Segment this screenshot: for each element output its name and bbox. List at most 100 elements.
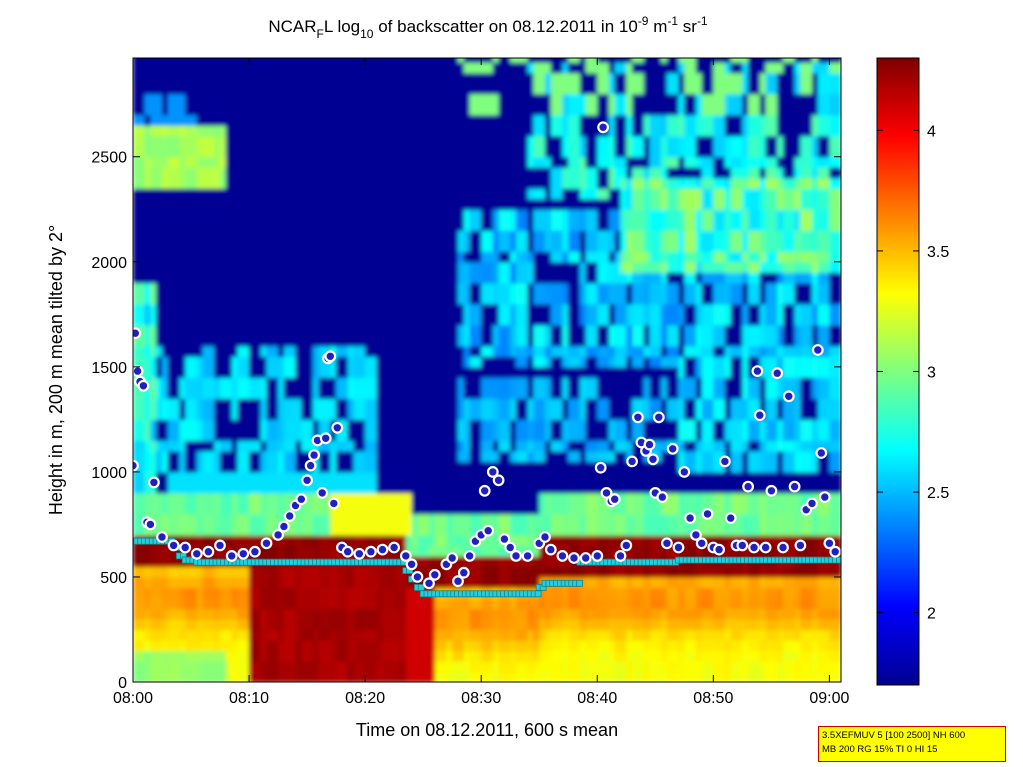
heatmap-cell — [231, 219, 239, 231]
heatmap-cell — [376, 450, 384, 462]
heatmap-cell — [220, 335, 227, 347]
heatmap-cell — [458, 58, 465, 63]
heatmap-cell — [562, 104, 569, 116]
heatmap-cell — [510, 261, 517, 273]
heatmap-cell — [202, 93, 209, 105]
heatmap-cell — [504, 503, 511, 515]
heatmap-cell — [156, 461, 163, 473]
heatmap-cell — [591, 125, 598, 137]
heatmap-cell — [446, 303, 453, 315]
heatmap-cell — [312, 587, 320, 599]
heatmap-cell — [434, 209, 442, 221]
heatmap-cell — [162, 450, 169, 462]
heatmap-cell — [370, 366, 378, 378]
heatmap-cell — [585, 566, 593, 578]
heatmap-cell — [585, 619, 593, 631]
heatmap-cell — [243, 534, 250, 546]
heatmap-cell — [574, 598, 581, 610]
heatmap-cell — [579, 135, 587, 147]
heatmap-cell — [568, 471, 575, 483]
heatmap-cell — [278, 93, 285, 105]
heatmap-cell — [353, 619, 360, 631]
heatmap-cell — [283, 146, 291, 158]
heatmap-cell — [191, 167, 198, 179]
heatmap-cell — [370, 135, 378, 147]
heatmap-cell — [133, 524, 140, 536]
heatmap-cell — [312, 135, 320, 147]
heatmap-cell — [533, 524, 540, 536]
heatmap-cell — [220, 650, 227, 662]
heatmap-cell — [173, 167, 180, 179]
heatmap-cell — [545, 387, 552, 399]
heatmap-cell — [411, 440, 418, 452]
heatmap-cell — [533, 356, 540, 368]
heatmap-cell — [249, 282, 256, 294]
heatmap-cell — [196, 177, 204, 189]
heatmap-cell — [388, 640, 395, 652]
heatmap-cell — [214, 366, 221, 378]
heatmap-cell — [156, 314, 163, 326]
heatmap-cell — [330, 608, 337, 620]
heatmap-cell — [318, 272, 326, 284]
heatmap-cell — [191, 513, 198, 525]
heatmap-cell — [243, 58, 250, 63]
heatmap-cell — [260, 450, 268, 462]
heatmap-cell — [545, 156, 552, 168]
heatmap-cell — [144, 450, 151, 462]
heatmap-cell — [196, 293, 204, 305]
heatmap-cell — [254, 272, 262, 284]
heatmap-cell — [585, 177, 593, 189]
heatmap-cell — [260, 419, 268, 431]
heatmap-cell — [249, 619, 256, 631]
heatmap-cell — [202, 167, 209, 179]
heatmap-cell — [475, 177, 482, 189]
heatmap-cell — [527, 619, 534, 631]
heatmap-cell — [353, 58, 360, 63]
heatmap-cell — [260, 146, 268, 158]
heatmap-cell — [173, 261, 180, 273]
heatmap-cell — [347, 640, 355, 652]
heatmap-cell — [568, 324, 575, 336]
heatmap-cell — [173, 324, 180, 336]
heatmap-cell — [417, 104, 424, 116]
heatmap-cell — [579, 198, 587, 210]
heatmap-cell — [400, 366, 407, 378]
heatmap-cell — [359, 661, 366, 673]
heatmap-cell — [254, 125, 262, 137]
heatmap-cell — [411, 524, 418, 536]
heatmap-cell — [202, 398, 209, 410]
heatmap-cell — [370, 408, 378, 420]
heatmap-cell — [516, 156, 523, 168]
heatmap-cell — [521, 461, 529, 473]
heatmap-cell — [579, 576, 587, 588]
heatmap-cell — [400, 534, 407, 546]
heatmap-cell — [568, 345, 575, 357]
heatmap-cell — [475, 219, 482, 231]
heatmap-cell — [608, 671, 616, 682]
heatmap-cell — [429, 450, 436, 462]
heatmap-cell — [458, 387, 465, 399]
heatmap-cell — [504, 251, 511, 263]
heatmap-cell — [574, 619, 581, 631]
heatmap-cell — [202, 293, 209, 305]
heatmap-cell — [324, 198, 331, 210]
heatmap-cell — [603, 387, 610, 399]
heatmap-cell — [591, 503, 598, 515]
heatmap-cell — [167, 93, 175, 105]
heatmap-cell — [133, 282, 140, 294]
heatmap-cell — [417, 450, 424, 462]
heatmap-cell — [510, 503, 517, 515]
heatmap-cell — [133, 303, 140, 315]
heatmap-cell — [249, 240, 256, 252]
heatmap-cell — [423, 640, 430, 652]
heatmap-cell — [487, 72, 494, 84]
heatmap-cell — [365, 198, 372, 210]
heatmap-cell — [614, 650, 622, 662]
heatmap-cell — [458, 198, 465, 210]
heatmap-cell — [423, 293, 430, 305]
heatmap-cell — [359, 240, 366, 252]
heatmap-cell — [295, 429, 302, 441]
heatmap-cell — [133, 230, 140, 242]
heatmap-cell — [138, 209, 146, 221]
heatmap-cell — [370, 167, 378, 179]
